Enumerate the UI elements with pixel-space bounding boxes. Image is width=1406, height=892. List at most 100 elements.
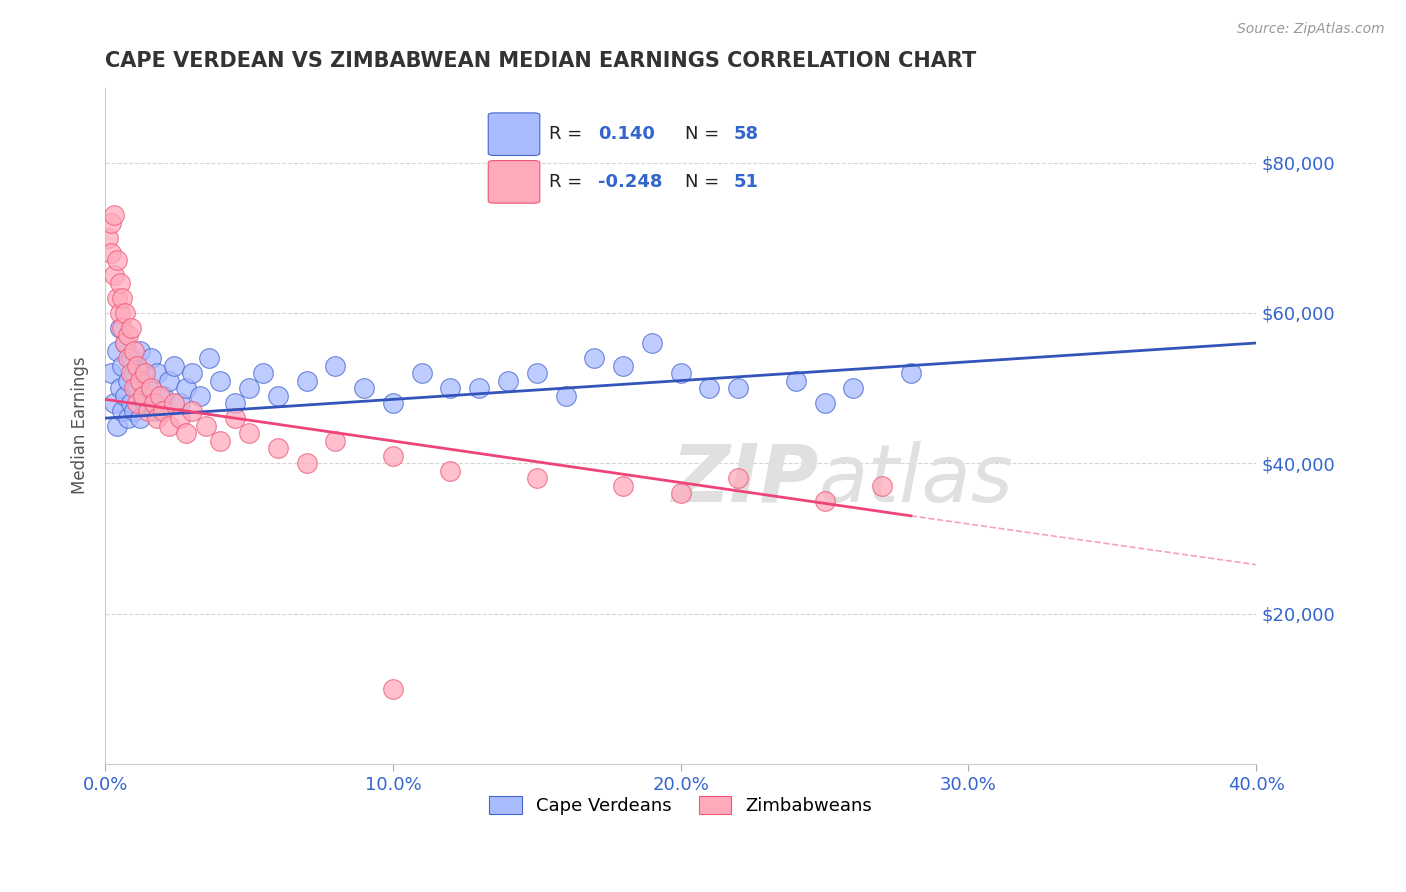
Point (105, 253, 128, 268)
Point (381, 681, 404, 696)
Point (117, 328, 139, 343)
Point (134, 396, 156, 410)
Point (117, 351, 139, 365)
Point (103, 268, 125, 283)
Point (267, 441, 290, 455)
Point (411, 366, 433, 380)
Point (157, 374, 180, 388)
Point (554, 389, 576, 403)
Point (900, 366, 922, 380)
Point (108, 306, 131, 320)
Point (103, 208, 125, 222)
Point (163, 359, 186, 373)
Point (612, 479, 634, 493)
Point (252, 366, 274, 380)
Point (120, 351, 142, 365)
Point (105, 418, 128, 433)
Point (105, 343, 128, 358)
Point (439, 381, 461, 395)
Point (813, 493, 835, 508)
Point (496, 374, 519, 388)
Point (103, 396, 125, 410)
Point (134, 366, 156, 380)
Point (111, 321, 134, 335)
Point (612, 359, 634, 373)
Point (526, 471, 548, 485)
Point (669, 486, 692, 500)
Point (111, 359, 134, 373)
Point (122, 366, 145, 380)
Point (295, 374, 318, 388)
Point (157, 418, 180, 433)
Point (122, 343, 145, 358)
Point (174, 426, 197, 441)
Point (583, 351, 606, 365)
Point (100, 216, 122, 230)
Point (813, 396, 835, 410)
Point (105, 291, 128, 305)
Point (114, 336, 136, 351)
Point (238, 426, 260, 441)
Point (381, 449, 404, 463)
Text: CAPE VERDEAN VS ZIMBABWEAN MEDIAN EARNINGS CORRELATION CHART: CAPE VERDEAN VS ZIMBABWEAN MEDIAN EARNIN… (105, 51, 976, 70)
Point (122, 403, 145, 417)
Point (163, 396, 186, 410)
Point (111, 291, 134, 305)
Point (468, 381, 491, 395)
Point (267, 389, 290, 403)
Point (117, 411, 139, 425)
Point (238, 381, 260, 395)
Point (641, 336, 664, 351)
Point (146, 411, 169, 425)
Point (100, 245, 122, 260)
Point (146, 366, 169, 380)
Point (870, 479, 893, 493)
Text: atlas: atlas (818, 441, 1014, 519)
Point (120, 396, 142, 410)
Point (120, 321, 142, 335)
Point (125, 396, 148, 410)
Point (198, 351, 221, 365)
Point (114, 336, 136, 351)
Point (120, 366, 142, 380)
Point (727, 381, 749, 395)
Point (152, 403, 174, 417)
Point (108, 321, 131, 335)
Point (669, 366, 692, 380)
Point (174, 381, 197, 395)
Legend: Cape Verdeans, Zimbabweans: Cape Verdeans, Zimbabweans (482, 789, 880, 822)
Point (224, 396, 246, 410)
Point (785, 374, 807, 388)
Point (381, 396, 404, 410)
Point (143, 403, 166, 417)
Point (209, 374, 232, 388)
Point (180, 366, 202, 380)
Point (699, 381, 721, 395)
Point (169, 396, 191, 410)
Point (131, 389, 153, 403)
Point (122, 381, 145, 395)
Point (727, 471, 749, 485)
Point (108, 381, 131, 395)
Point (194, 418, 217, 433)
Point (114, 389, 136, 403)
Point (295, 456, 318, 470)
Point (169, 411, 191, 425)
Point (141, 381, 163, 395)
Point (209, 434, 232, 448)
Point (125, 359, 148, 373)
Point (128, 411, 150, 425)
Point (131, 366, 153, 380)
Point (180, 403, 202, 417)
Point (143, 396, 166, 410)
Point (111, 403, 134, 417)
Point (128, 343, 150, 358)
Point (138, 403, 160, 417)
Point (526, 366, 548, 380)
Point (152, 389, 174, 403)
Point (149, 389, 172, 403)
Point (97, 231, 120, 245)
Text: ZIP: ZIP (672, 441, 818, 519)
Point (100, 366, 122, 380)
Point (842, 381, 865, 395)
